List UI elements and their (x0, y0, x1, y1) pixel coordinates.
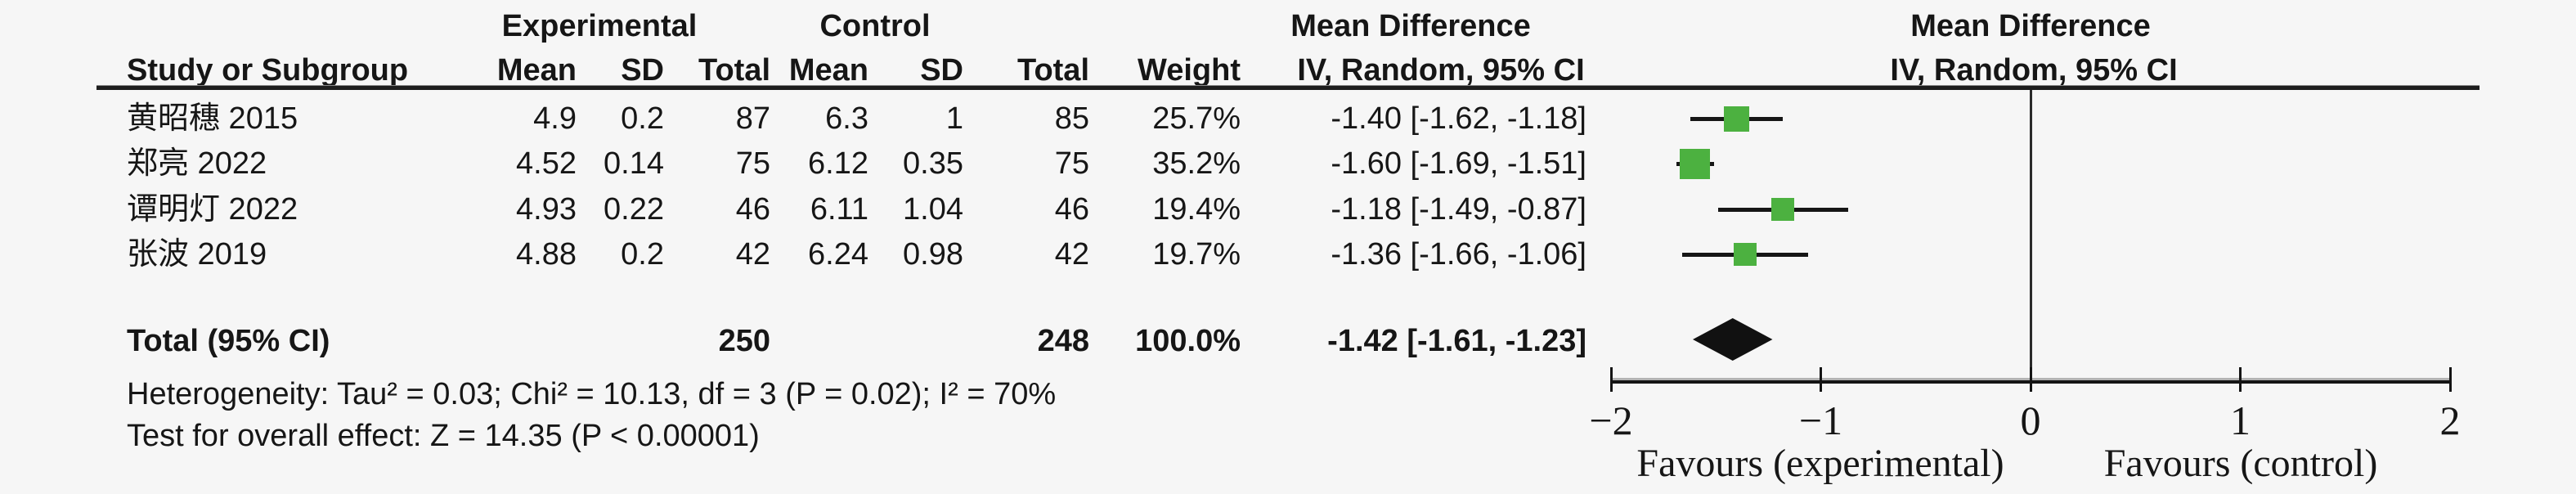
cell-ctrl-sd: 1 (945, 101, 963, 136)
mean-difference-header-right: Mean Difference (1910, 9, 2151, 43)
cell-exp-sd: 0.22 (604, 192, 664, 227)
weight-column-header: Weight (1138, 53, 1241, 88)
cell-ctrl-sd: 0.98 (903, 237, 963, 272)
cell-exp-sd: 0.2 (621, 237, 664, 272)
experimental-group-header: Experimental (501, 9, 698, 43)
ctrl-mean-column-header: Mean (788, 53, 868, 88)
cell-exp-sd: 0.14 (604, 146, 664, 181)
favours-experimental-label: Favours (experimental) (1636, 442, 2004, 485)
cell-ctrl-total: 42 (1054, 237, 1089, 272)
total-diamond-shape (1693, 318, 1773, 361)
cell-exp-total: 46 (735, 192, 770, 227)
cell-md-ci: -1.40 [-1.62, -1.18] (1331, 101, 1586, 136)
effect-square (1724, 106, 1750, 132)
effect-square (1680, 148, 1711, 179)
ctrl-sd-column-header: SD (920, 53, 963, 88)
axis-tick (2029, 367, 2032, 392)
cell-weight: 35.2% (1152, 146, 1241, 181)
cell-ctrl-total: 85 (1054, 101, 1089, 136)
cell-exp-sd: 0.2 (621, 101, 664, 136)
axis-tick (2239, 367, 2242, 392)
cell-weight: 25.7% (1152, 101, 1241, 136)
cell-md-ci: -1.18 [-1.49, -0.87] (1331, 192, 1586, 227)
study-name: 黄昭穗 2015 (127, 101, 298, 136)
axis-tick-label: −2 (1589, 397, 1633, 443)
axis-tick (1609, 367, 1613, 392)
effect-square (1771, 198, 1795, 221)
total-exp-n: 250 (718, 324, 770, 358)
cell-exp-total: 87 (735, 101, 770, 136)
study-name: 张波 2019 (127, 237, 267, 272)
ctrl-total-column-header: Total (1017, 53, 1089, 88)
axis-tick-label: 1 (2230, 397, 2251, 443)
cell-exp-total: 42 (735, 237, 770, 272)
cell-exp-total: 75 (735, 146, 770, 181)
cell-ctrl-mean: 6.3 (825, 101, 868, 136)
total-row-label: Total (95% CI) (127, 324, 330, 358)
exp-sd-column-header: SD (621, 53, 664, 88)
study-name: 郑亮 2022 (127, 146, 267, 181)
overall-effect-line: Test for overall effect: Z = 14.35 (P < … (127, 419, 760, 453)
favours-control-label: Favours (control) (2103, 442, 2378, 485)
study-column-header: Study or Subgroup (127, 53, 409, 88)
heterogeneity-line: Heterogeneity: Tau² = 0.03; Chi² = 10.13… (127, 377, 1057, 411)
cell-exp-mean: 4.93 (516, 192, 577, 227)
cell-ctrl-sd: 0.35 (903, 146, 963, 181)
zero-effect-line (2029, 90, 2032, 380)
cell-ctrl-mean: 6.24 (808, 237, 868, 272)
axis-tick (1820, 367, 1822, 392)
cell-exp-mean: 4.52 (516, 146, 577, 181)
cell-md-ci: -1.60 [-1.69, -1.51] (1331, 146, 1586, 181)
total-diamond (1693, 318, 1773, 361)
iv-random-ci-header-right: IV, Random, 95% CI (1890, 53, 2178, 88)
axis-tick-label: −1 (1798, 397, 1843, 443)
cell-ctrl-total: 46 (1054, 192, 1089, 227)
exp-mean-column-header: Mean (496, 53, 577, 88)
cell-exp-mean: 4.9 (533, 101, 577, 136)
cell-weight: 19.4% (1152, 192, 1241, 227)
cell-md-ci: -1.36 [-1.66, -1.06] (1331, 237, 1586, 272)
cell-ctrl-mean: 6.11 (810, 192, 868, 227)
iv-random-ci-header-left: IV, Random, 95% CI (1297, 53, 1585, 88)
total-ctrl-n: 248 (1037, 324, 1089, 358)
effect-square (1734, 243, 1757, 266)
mean-difference-header-left: Mean Difference (1290, 9, 1531, 43)
cell-weight: 19.7% (1152, 237, 1241, 272)
axis-tick-label: 0 (2020, 397, 2041, 443)
header-underline (96, 85, 2480, 90)
total-md-ci: -1.42 [-1.61, -1.23] (1327, 324, 1586, 358)
cell-exp-mean: 4.88 (516, 237, 577, 272)
total-weight: 100.0% (1135, 324, 1241, 358)
cell-ctrl-sd: 1.04 (903, 192, 963, 227)
control-group-header: Control (819, 9, 931, 43)
study-name: 谭明灯 2022 (127, 192, 298, 227)
axis-tick-label: 2 (2439, 397, 2461, 443)
cell-ctrl-mean: 6.12 (808, 146, 868, 181)
cell-ctrl-total: 75 (1054, 146, 1089, 181)
exp-total-column-header: Total (698, 53, 770, 88)
axis-tick (2448, 367, 2452, 392)
